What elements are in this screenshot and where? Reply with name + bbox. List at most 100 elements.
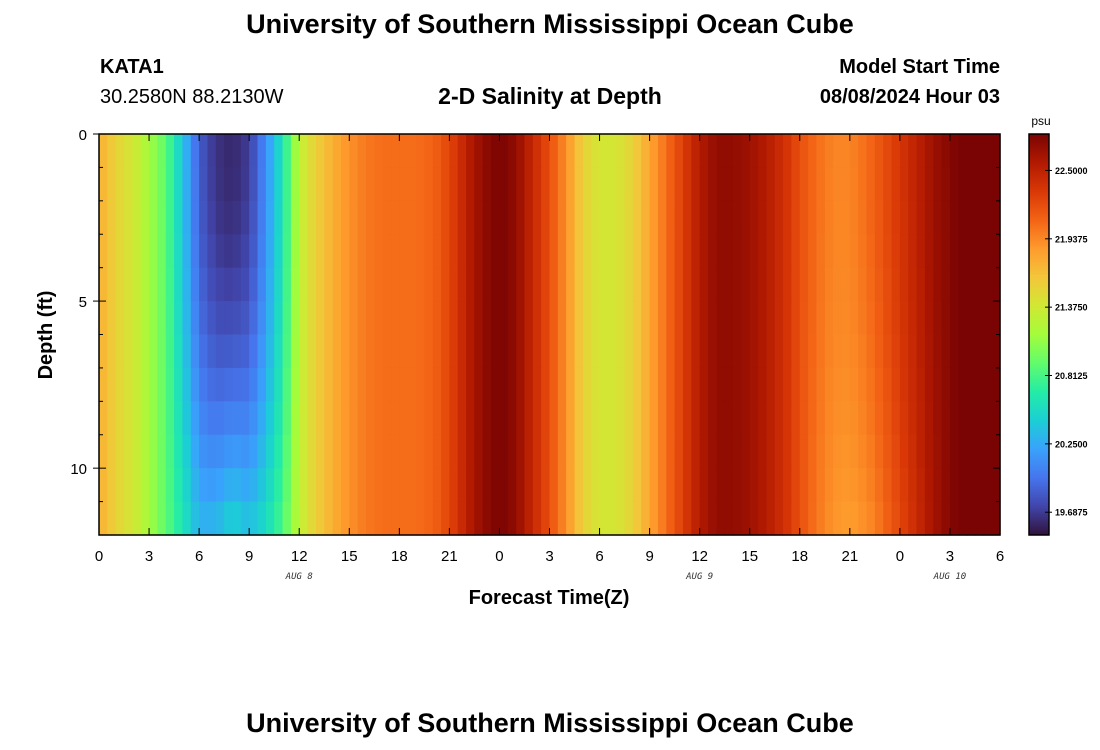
- heatmap-cell: [708, 134, 717, 169]
- heatmap-cell: [691, 334, 701, 369]
- heatmap-cell: [507, 267, 517, 302]
- heatmap-cell: [290, 200, 300, 235]
- heatmap-cell: [482, 401, 492, 436]
- heatmap-cell: [357, 234, 367, 269]
- heatmap-cell: [224, 167, 234, 202]
- heatmap-cell: [991, 367, 1001, 402]
- heatmap-cell: [599, 367, 609, 402]
- heatmap-cell: [949, 200, 959, 235]
- heatmap-cell: [783, 434, 793, 469]
- heatmap-cell: [941, 267, 951, 302]
- heatmap-cell: [332, 334, 342, 369]
- heatmap-cell: [749, 301, 759, 336]
- heatmap-cell: [307, 334, 317, 369]
- heatmap-cell: [833, 301, 843, 336]
- heatmap-cell: [516, 434, 526, 469]
- heatmap-cell: [265, 234, 275, 269]
- heatmap-cell: [107, 401, 117, 436]
- heatmap-cell: [240, 334, 250, 369]
- colorbar-tick-label: 21.9375: [1055, 234, 1088, 244]
- heatmap-cell: [808, 267, 818, 302]
- heatmap-cell: [257, 501, 267, 536]
- heatmap-cell: [224, 200, 234, 235]
- heatmap-cell: [482, 200, 492, 235]
- heatmap-cell: [791, 468, 801, 503]
- heatmap-cell: [424, 367, 434, 402]
- heatmap-cell: [966, 267, 976, 302]
- heatmap-cell: [407, 334, 417, 369]
- heatmap-cell: [399, 200, 409, 235]
- heatmap-cell: [124, 301, 133, 336]
- heatmap-cell: [991, 334, 1001, 369]
- heatmap-cell: [816, 367, 826, 402]
- heatmap-cell: [349, 200, 359, 235]
- heatmap-cell: [290, 167, 300, 202]
- heatmap-cell: [99, 267, 108, 302]
- heatmap-cell: [791, 167, 801, 202]
- heatmap-cell: [616, 301, 626, 336]
- heatmap-cell: [991, 401, 1001, 436]
- heatmap-cell: [783, 334, 793, 369]
- heatmap-cell: [674, 468, 684, 503]
- heatmap-cell: [315, 401, 325, 436]
- heatmap-cell: [524, 234, 534, 269]
- heatmap-cell: [532, 167, 542, 202]
- heatmap-cell: [974, 334, 984, 369]
- heatmap-cell: [699, 367, 709, 402]
- heatmap-cell: [549, 367, 559, 402]
- heatmap-cell: [140, 501, 150, 536]
- heatmap-cell: [574, 167, 584, 202]
- heatmap-cell: [858, 200, 868, 235]
- heatmap-cell: [149, 334, 158, 369]
- heatmap-cell: [816, 468, 826, 503]
- heatmap-cell: [883, 267, 893, 302]
- heatmap-cell: [407, 167, 417, 202]
- heatmap-cell: [791, 434, 801, 469]
- heatmap-cell: [207, 468, 217, 503]
- heatmap-cell: [340, 301, 350, 336]
- heatmap-cell: [132, 134, 142, 169]
- heatmap-cell: [949, 434, 959, 469]
- heatmap-cell: [582, 134, 592, 169]
- heatmap-cell: [599, 267, 609, 302]
- heatmap-cell: [724, 468, 734, 503]
- heatmap-cell: [716, 134, 726, 169]
- heatmap-cell: [816, 234, 826, 269]
- heatmap-cell: [224, 301, 234, 336]
- heatmap-cell: [232, 301, 242, 336]
- heatmap-cell: [733, 367, 742, 402]
- heatmap-cell: [699, 434, 709, 469]
- heatmap-cell: [482, 501, 492, 536]
- heatmap-cell: [574, 501, 584, 536]
- heatmap-cell: [582, 401, 592, 436]
- x-tick-label: 9: [245, 548, 253, 565]
- heatmap-cell: [424, 200, 434, 235]
- heatmap-cell: [299, 468, 309, 503]
- heatmap-cell: [290, 401, 300, 436]
- heatmap-cell: [390, 468, 400, 503]
- heatmap-cell: [416, 301, 425, 336]
- heatmap-cell: [916, 267, 926, 302]
- heatmap-cell: [491, 267, 501, 302]
- heatmap-cell: [290, 434, 300, 469]
- heatmap-cell: [424, 267, 434, 302]
- heatmap-cell: [899, 267, 909, 302]
- heatmap-cell: [507, 501, 517, 536]
- heatmap-cell: [724, 167, 734, 202]
- heatmap-cell: [682, 401, 692, 436]
- heatmap-cell: [374, 501, 384, 536]
- heatmap-cell: [524, 134, 534, 169]
- heatmap-cell: [140, 167, 150, 202]
- heatmap-cell: [349, 401, 359, 436]
- heatmap-cell: [891, 468, 901, 503]
- heatmap-cell: [616, 167, 626, 202]
- heatmap-cell: [282, 334, 292, 369]
- heatmap-cell: [215, 434, 225, 469]
- heatmap-cell: [407, 468, 417, 503]
- heatmap-cell: [157, 367, 167, 402]
- heatmap-cell: [324, 367, 334, 402]
- heatmap-cell: [274, 301, 284, 336]
- heatmap-cell: [716, 434, 726, 469]
- heatmap-cell: [799, 468, 809, 503]
- heatmap-cell: [908, 234, 918, 269]
